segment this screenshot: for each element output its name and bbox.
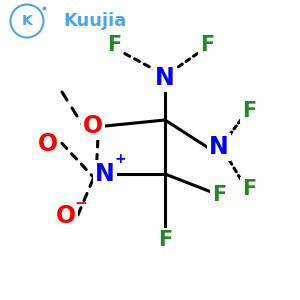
Text: +: + (114, 152, 126, 166)
Text: F: F (242, 179, 256, 199)
Text: F: F (212, 185, 226, 205)
Text: F: F (107, 35, 121, 55)
Text: N: N (155, 66, 175, 90)
Text: N: N (209, 135, 229, 159)
Text: −: − (75, 196, 87, 211)
Text: O: O (83, 114, 103, 138)
Text: N: N (95, 162, 115, 186)
Text: F: F (242, 101, 256, 121)
Text: Kuujia: Kuujia (63, 12, 126, 30)
Text: K: K (22, 14, 32, 28)
Text: F: F (200, 35, 214, 55)
Text: F: F (158, 230, 172, 250)
Text: O: O (38, 132, 58, 156)
Text: O: O (56, 204, 76, 228)
